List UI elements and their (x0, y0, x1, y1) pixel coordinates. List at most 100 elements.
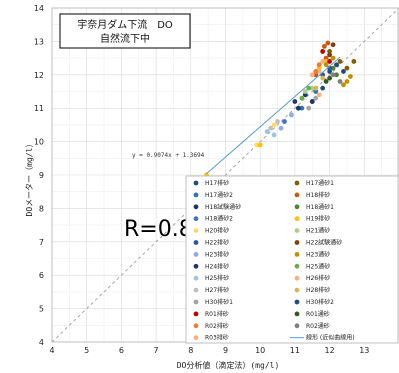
legend-marker (193, 180, 199, 186)
y-tick-label: 5 (39, 305, 44, 314)
legend-marker (193, 299, 199, 305)
data-point (313, 72, 319, 78)
data-point (341, 69, 346, 74)
y-tick-label: 8 (39, 204, 44, 213)
legend-label: H28排砂 (306, 286, 330, 294)
data-point (330, 55, 336, 61)
y-tick-label: 9 (39, 171, 44, 180)
legend-marker (294, 287, 300, 293)
legend-marker (294, 263, 300, 269)
data-point (264, 129, 270, 134)
y-tick-label: 6 (39, 271, 44, 280)
legend-label: H23通砂 (306, 250, 330, 258)
y-tick-label: 7 (39, 238, 44, 247)
data-point (330, 42, 336, 48)
legend-label: H20排砂 (205, 227, 229, 235)
data-point (316, 65, 322, 71)
x-axis-label: DO分析値（滴定法）(mg/l) (177, 360, 280, 370)
regression-line (206, 56, 341, 175)
data-point (271, 122, 277, 128)
data-point (257, 142, 263, 148)
data-point (341, 82, 346, 88)
legend-label: H19排砂 (306, 215, 330, 223)
tick-labels: 4 5 6 7 8 9 10 11 12 13 4 5 6 7 8 9 10 11 12 13 14 (34, 4, 370, 355)
x-tick-label: 9 (223, 346, 228, 355)
data-point (327, 59, 332, 64)
chart-title-line1: 宇奈月ダム下流 DO (77, 18, 173, 31)
x-tick-label: 11 (290, 346, 300, 355)
data-point (330, 72, 336, 78)
data-point (351, 59, 357, 64)
data-point (337, 59, 343, 64)
legend-label: H17通砂1 (306, 179, 334, 187)
data-point (327, 49, 332, 54)
legend-label: H30排砂1 (205, 298, 233, 306)
legend-marker (294, 299, 300, 305)
data-point (323, 62, 329, 68)
data-point (337, 79, 343, 84)
legend-marker (193, 240, 199, 245)
legend-marker (294, 252, 300, 257)
data-point (327, 75, 332, 81)
data-point (321, 44, 327, 49)
legend-marker (193, 204, 199, 210)
data-point (313, 69, 319, 74)
data-point (295, 105, 301, 111)
data-point (306, 105, 312, 111)
regression-equation: y = 0.9074x + 1.3694 (132, 152, 205, 159)
data-point (309, 85, 315, 91)
data-point (316, 69, 322, 74)
data-point (306, 85, 312, 91)
title-box: 宇奈月ダム下流 DO 自然流下中 (59, 13, 191, 49)
data-point (309, 72, 315, 78)
data-point (313, 85, 319, 91)
legend-label: H18試験通砂 (205, 203, 241, 211)
x-tick-label: 6 (119, 346, 124, 355)
y-tick-label: 11 (34, 104, 44, 113)
legend-marker (193, 335, 199, 341)
chart-title-line2: 自然流下中 (100, 32, 150, 45)
legend-label: H21通砂 (306, 227, 330, 235)
data-point (334, 72, 339, 78)
identity-line (51, 7, 399, 343)
legend-label: H24排砂 (205, 262, 229, 270)
y-tick-label: 4 (39, 338, 44, 347)
legend-label: H22排砂 (205, 239, 229, 247)
data-point (313, 95, 319, 101)
legend-marker (193, 275, 199, 281)
data-point (344, 65, 350, 71)
data-point (327, 52, 332, 58)
data-point (323, 79, 329, 84)
legend-label: H25排砂 (205, 274, 229, 282)
legend-marker (294, 180, 300, 186)
legend-label: H18通砂2 (205, 215, 233, 223)
data-point (309, 99, 315, 104)
legend-marker (193, 311, 199, 317)
legend-marker (193, 287, 199, 293)
legend-label: H22試験通砂 (306, 239, 342, 247)
legend-label: H27排砂 (205, 286, 229, 294)
legend-marker (193, 228, 199, 234)
legend-marker (294, 323, 300, 329)
legend-label: R03排砂 (205, 334, 229, 342)
y-tick-label: 14 (34, 4, 44, 13)
data-point (316, 92, 322, 98)
legend-label: H26排砂 (306, 274, 330, 282)
data-point (292, 99, 298, 104)
legend-marker (193, 252, 199, 257)
data-point (299, 95, 305, 101)
legend-label: H17排砂 (205, 179, 229, 187)
legend-label: H18排砂 (306, 191, 330, 199)
data-point (327, 69, 332, 74)
legend-label: R02通砂 (306, 322, 330, 330)
legend-label: 線形 (近似曲線用) (306, 334, 355, 342)
data-point (334, 62, 339, 68)
x-tick-label: 5 (84, 346, 89, 355)
data-point (282, 119, 287, 124)
data-point (302, 89, 308, 94)
legend-marker (294, 311, 300, 317)
data-point (323, 59, 329, 64)
data-point (348, 74, 353, 79)
data-point (271, 132, 277, 138)
